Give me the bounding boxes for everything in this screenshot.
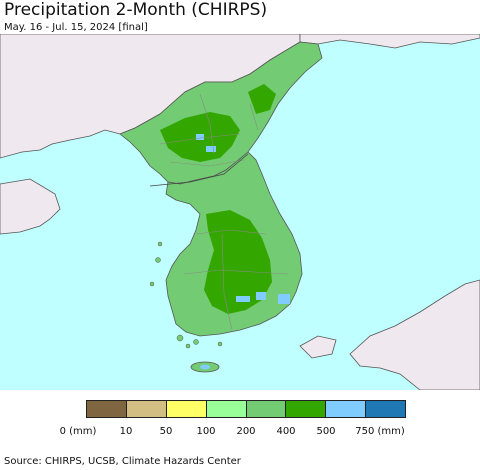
- legend-label: 100: [196, 426, 216, 437]
- legend-swatch: [246, 401, 287, 417]
- legend-label: 750 (mm): [355, 426, 405, 437]
- legend-label: 500: [316, 426, 336, 437]
- legend-label: 0 (mm): [59, 426, 97, 437]
- legend-colorbar: [86, 400, 406, 418]
- legend-swatch: [126, 401, 167, 417]
- shandong-land: [0, 178, 61, 235]
- map-subtitle: May. 16 - Jul. 15, 2024 [final]: [4, 22, 148, 33]
- legend-label: 200: [236, 426, 256, 437]
- very-wet-patches: [196, 134, 290, 304]
- map-title: Precipitation 2-Month (CHIRPS): [4, 0, 268, 20]
- legend-swatch: [87, 401, 127, 417]
- jeju-wet-spot: [200, 364, 210, 370]
- legend-swatch: [326, 401, 367, 417]
- tsushima-land: [299, 335, 337, 359]
- map-canvas: [0, 34, 480, 390]
- legend-label: 10: [119, 426, 133, 437]
- japan-land: [349, 279, 480, 390]
- province-borders: [159, 93, 289, 331]
- precipitation-map: [0, 34, 480, 390]
- wet-patches: [160, 84, 276, 314]
- dmz-border: [149, 153, 249, 187]
- source-credit: Source: CHIRPS, UCSB, Climate Hazards Ce…: [4, 456, 241, 467]
- legend-swatch: [286, 401, 327, 417]
- legend-label: 400: [276, 426, 296, 437]
- legend-swatch: [166, 401, 207, 417]
- legend-label: 50: [159, 426, 173, 437]
- small-islands: [149, 241, 223, 349]
- legend-swatch: [206, 401, 247, 417]
- legend-swatch: [366, 401, 405, 417]
